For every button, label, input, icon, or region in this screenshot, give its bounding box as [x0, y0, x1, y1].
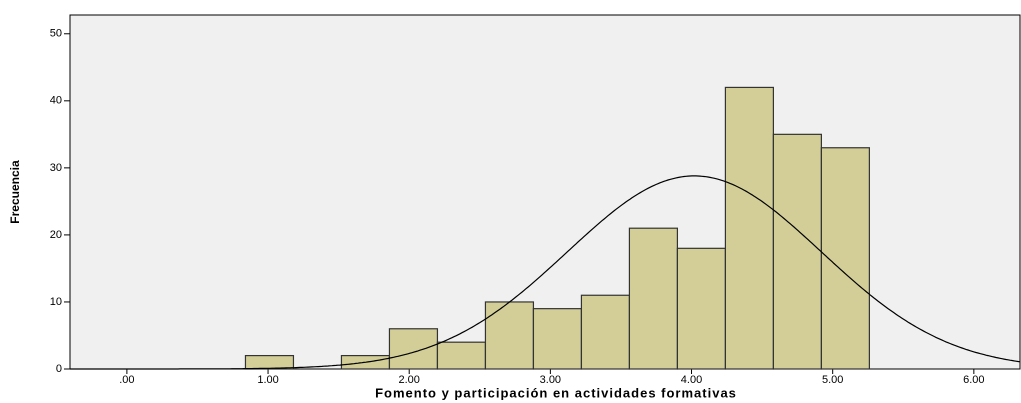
- bar: [724, 86, 774, 370]
- x-tick-label: 5.00: [822, 374, 843, 386]
- y-tick-label: 50: [50, 28, 62, 40]
- x-tick-label: 4.00: [681, 374, 702, 386]
- y-tick-label: 10: [50, 296, 62, 308]
- bar: [484, 301, 535, 370]
- bar: [772, 133, 822, 370]
- y-tick-label: 30: [50, 162, 62, 174]
- bar: [580, 294, 631, 370]
- y-tick-label: 0: [56, 363, 62, 375]
- x-tick-label: 2.00: [398, 374, 419, 386]
- bar: [436, 341, 487, 370]
- y-tick-label: 20: [50, 229, 62, 241]
- bar: [628, 227, 679, 370]
- bar: [676, 247, 727, 370]
- y-tick-label: 40: [50, 95, 62, 107]
- x-tick-label: 6.00: [963, 374, 984, 386]
- bar: [820, 147, 870, 370]
- y-axis-label: Frecuencia: [8, 160, 22, 224]
- x-axis-label: Fomento y participación en actividades f…: [375, 385, 737, 400]
- x-tick-label: 1.00: [257, 374, 278, 386]
- bar: [532, 308, 583, 370]
- normal-curve: [70, 175, 1021, 370]
- bar: [244, 354, 295, 370]
- bar: [388, 328, 439, 370]
- x-tick-label: 3.00: [540, 374, 561, 386]
- x-tick-label: .00: [119, 374, 134, 386]
